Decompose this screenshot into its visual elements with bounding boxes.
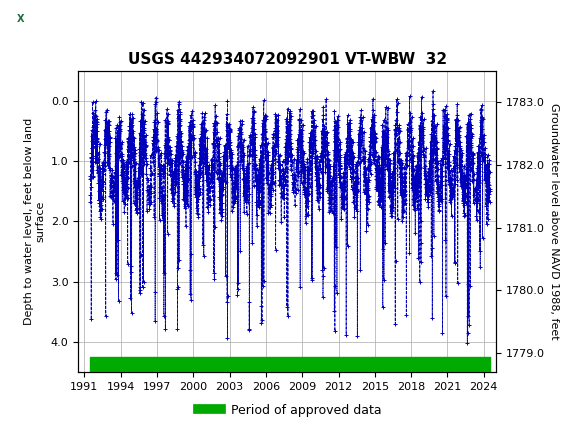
Y-axis label: Groundwater level above NAVD 1988, feet: Groundwater level above NAVD 1988, feet (549, 103, 559, 340)
Title: USGS 442934072092901 VT-WBW  32: USGS 442934072092901 VT-WBW 32 (128, 52, 447, 67)
Y-axis label: Depth to water level, feet below land
surface: Depth to water level, feet below land su… (24, 118, 45, 325)
Bar (5, 5, 37, 34)
Text: USGS: USGS (49, 13, 88, 26)
Text: X: X (17, 14, 24, 25)
Legend: Period of approved data: Period of approved data (194, 399, 386, 421)
